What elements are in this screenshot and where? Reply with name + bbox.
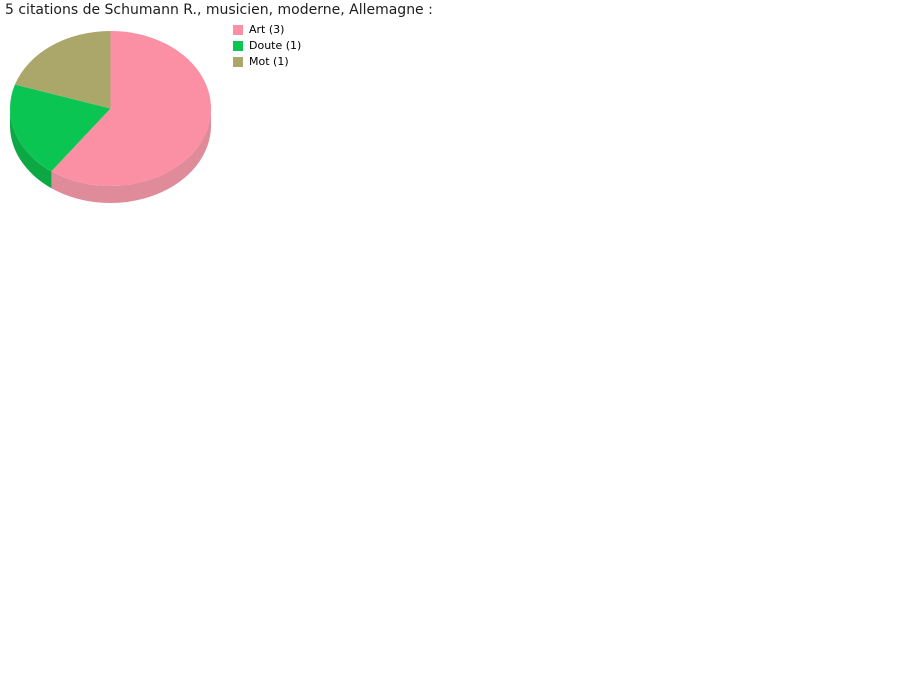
chart-title: 5 citations de Schumann R., musicien, mo… [5,2,433,18]
legend-row: Doute (1) [233,38,301,54]
pie-slice-side-doute [10,108,52,189]
legend: Art (3) Doute (1) Mot (1) [233,22,301,70]
pie-slice-art [51,31,212,186]
legend-swatch-icon [233,41,243,51]
legend-swatch-icon [233,25,243,35]
legend-row: Mot (1) [233,54,301,70]
legend-label: Art (3) [249,23,285,36]
pie-slice-side-art [51,108,212,203]
legend-swatch-icon [233,57,243,67]
pie-slice-mot [14,31,111,109]
legend-label: Doute (1) [249,39,302,52]
pie-slice-doute [10,84,111,172]
pie-chart [10,31,212,203]
legend-row: Art (3) [233,22,301,38]
legend-label: Mot (1) [249,55,289,68]
